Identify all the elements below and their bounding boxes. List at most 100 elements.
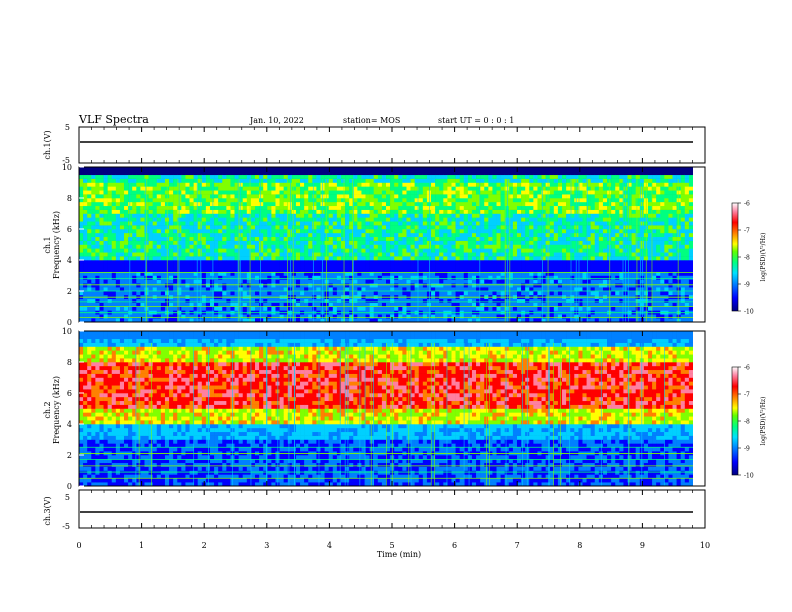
spec1-cell — [312, 240, 317, 245]
spec1-cell — [193, 275, 198, 280]
spec1-cell — [328, 279, 334, 284]
spec1-cell — [205, 260, 211, 265]
spec1-cell — [431, 283, 436, 288]
spec1-cell — [279, 209, 284, 214]
spec1-cell — [410, 252, 415, 257]
spec1-cell — [205, 229, 211, 234]
spec1-cell — [431, 318, 436, 323]
spec1-cell — [263, 217, 268, 222]
spec1-cell — [455, 232, 460, 238]
spec1-cell — [197, 194, 203, 199]
spec1-cell — [553, 279, 559, 284]
spec1-cell — [406, 306, 411, 311]
spec1-cell — [99, 279, 104, 284]
spec1-cell — [377, 252, 383, 257]
spec1-cell — [459, 256, 465, 261]
spec1-cell — [549, 298, 555, 303]
spec1-cell — [87, 248, 92, 253]
spec1-cell — [471, 287, 477, 292]
spec1-cell — [373, 275, 379, 280]
spec1-cell — [398, 194, 403, 199]
spec1-cell — [156, 287, 162, 292]
spec1-cell — [291, 205, 297, 210]
spec1-cell — [181, 314, 186, 319]
spec1-cell — [177, 167, 182, 172]
spec1-cell — [144, 170, 149, 176]
spec1-cell — [537, 267, 542, 272]
spec1-cell — [193, 279, 198, 284]
spec1-cell — [234, 318, 239, 323]
spec1-cell — [381, 291, 387, 296]
spec1-cell — [369, 186, 375, 191]
spec1-cell — [197, 201, 203, 207]
spec1-cell — [353, 306, 358, 311]
spec1-cell — [451, 217, 456, 222]
spec1-cell — [562, 244, 567, 249]
spec1-cell — [103, 167, 108, 172]
spec1-cell — [431, 221, 436, 226]
spec1-cell — [328, 275, 334, 280]
spec1-cell — [230, 167, 235, 172]
spec1-cell — [410, 248, 415, 253]
spec1-cell — [521, 240, 526, 245]
spec1-cell — [525, 232, 530, 238]
spec1-cell — [115, 209, 121, 214]
spec1-cell — [271, 256, 276, 261]
spec1-cell — [79, 194, 84, 199]
spec1-cell — [79, 314, 84, 319]
spec1-cell — [500, 170, 505, 176]
spec1-cell — [242, 267, 248, 272]
spec1-cell — [418, 182, 424, 187]
spec1-cell — [455, 252, 460, 257]
spec1-cell — [484, 217, 489, 222]
spec1-cell — [533, 221, 538, 226]
spec1-cell — [496, 178, 501, 183]
spec1-cell — [304, 198, 309, 203]
spec1-cell — [533, 252, 538, 257]
spec1-cell — [189, 240, 194, 245]
spec1-cell — [214, 271, 219, 276]
spec1-cell — [365, 225, 370, 230]
spec1-cell — [471, 291, 477, 296]
spec1-cell — [435, 174, 440, 179]
spec1-cell — [246, 283, 252, 288]
spec1-cell — [156, 190, 162, 195]
spec1-cell — [336, 178, 342, 183]
spec1-cell — [504, 236, 510, 241]
spec1-cell — [357, 302, 362, 307]
spec1-cell — [128, 225, 133, 230]
spec1-cell — [279, 201, 284, 207]
spec1-cell — [263, 263, 268, 269]
spec1-cell — [234, 271, 239, 276]
spec1-cell — [361, 170, 366, 176]
spec1-cell — [353, 256, 358, 261]
spec1-cell — [238, 167, 244, 172]
spec1-cell — [189, 302, 194, 307]
spec1-cell — [91, 260, 96, 265]
spec1-cell — [414, 271, 420, 276]
spec1-cell — [480, 283, 485, 288]
spec1-cell — [91, 279, 96, 284]
spec1-cell — [345, 229, 350, 234]
spec1-cell — [500, 221, 505, 226]
spec1-cell — [390, 225, 395, 230]
spec1-cell — [566, 306, 571, 311]
spec1-cell — [471, 248, 477, 253]
spec1-cell — [414, 225, 420, 230]
spec1-cell — [119, 190, 125, 195]
spec1-cell — [443, 232, 448, 238]
spec1-cell — [156, 291, 162, 296]
spec1-cell — [500, 201, 505, 207]
spec1-cell — [148, 194, 153, 199]
spec1-cell — [562, 287, 567, 292]
spec1-cell — [484, 186, 489, 191]
spec1-cell — [99, 209, 104, 214]
spec1-cell — [541, 256, 546, 261]
spec1-cell — [91, 298, 96, 303]
spec1-cell — [582, 198, 587, 203]
spec1-cell — [275, 302, 280, 307]
spec1-cell — [234, 279, 239, 284]
spec1-cell — [287, 209, 293, 214]
spec1-cell — [516, 306, 522, 311]
spec1-cell — [557, 275, 563, 280]
